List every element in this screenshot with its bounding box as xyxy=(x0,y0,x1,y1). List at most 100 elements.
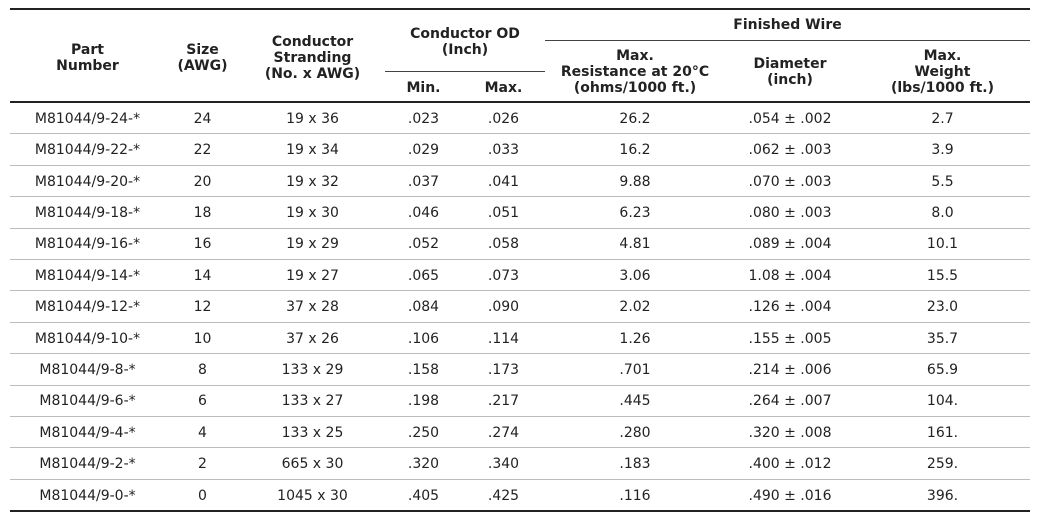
table-cell: 37 x 28 xyxy=(286,299,339,316)
table-cell: 16 xyxy=(193,236,212,253)
table-cell: 0 xyxy=(198,487,207,504)
group-header: Finished Wire xyxy=(545,0,1030,65)
table-cell: M81044/9-4-* xyxy=(39,424,136,441)
table-cell: 2.7 xyxy=(931,110,954,127)
table-cell: .073 xyxy=(487,267,520,284)
table-cell: .445 xyxy=(619,393,651,410)
column-header-line: Max. xyxy=(923,48,962,64)
table-cell: 20 xyxy=(193,173,212,190)
table-cell: .701 xyxy=(619,361,651,378)
column-header-line: Conductor xyxy=(271,34,354,50)
column-header-line: Min. xyxy=(406,80,441,96)
column-header-line: Weight xyxy=(914,64,971,80)
table-cell: M81044/9-8-* xyxy=(39,361,136,378)
table-cell: 26.2 xyxy=(619,110,651,127)
table-cell: .405 xyxy=(407,487,440,504)
column-header: Conductor Stranding (No. x AWG) xyxy=(240,18,385,98)
table-cell: 5.5 xyxy=(931,173,954,190)
rule xyxy=(10,321,1030,323)
table-cell: M81044/9-12-* xyxy=(34,299,141,316)
table-cell: .065 xyxy=(407,267,440,284)
table-cell: .033 xyxy=(487,142,520,159)
table-cell: 19 x 34 xyxy=(286,142,339,159)
table-cell: 161. xyxy=(926,424,959,441)
table-cell: M81044/9-24-* xyxy=(34,110,141,127)
table-cell: .490 ± .016 xyxy=(748,487,832,504)
table-cell: .041 xyxy=(487,173,520,190)
column-header: Part Number xyxy=(10,18,165,98)
table-cell: .106 xyxy=(407,330,440,347)
rule xyxy=(10,290,1030,292)
table-cell: .070 ± .003 xyxy=(748,173,832,190)
table-cell: 665 x 30 xyxy=(281,456,344,473)
table-cell: 19 x 36 xyxy=(286,110,339,127)
table-cell: 4.81 xyxy=(619,236,651,253)
rule xyxy=(10,478,1030,480)
table-cell: .116 xyxy=(619,487,651,504)
table-cell: .080 ± .003 xyxy=(748,204,832,221)
table-cell: 12 xyxy=(193,299,212,316)
column-header-line: (AWG) xyxy=(177,58,228,74)
table-cell: 3.06 xyxy=(619,267,651,284)
table-cell: 15.5 xyxy=(926,267,959,284)
table-cell: 23.0 xyxy=(926,299,959,316)
column-header-line: Max. xyxy=(484,80,523,96)
column-header-line: Max. xyxy=(616,48,654,64)
table-cell: 3.9 xyxy=(931,142,954,159)
column-header-line: (inch) xyxy=(767,72,813,88)
table-cell: 10.1 xyxy=(926,236,959,253)
table-cell: 19 x 30 xyxy=(286,204,339,221)
table-cell: .054 ± .002 xyxy=(748,110,832,127)
table-cell: 1045 x 30 xyxy=(277,487,348,504)
table-cell: 8 xyxy=(198,361,207,378)
table-cell: .280 xyxy=(619,424,651,441)
table-cell: .062 ± .003 xyxy=(748,142,832,159)
rule xyxy=(10,353,1030,355)
table-cell: M81044/9-22-* xyxy=(34,142,141,159)
table-cell: .400 ± .012 xyxy=(748,456,832,473)
column-header-line: Resistance at 20°C xyxy=(560,64,710,80)
table-cell: .037 xyxy=(407,173,440,190)
rule xyxy=(10,384,1030,386)
table-cell: .126 ± .004 xyxy=(748,299,832,316)
table-cell: .217 xyxy=(487,393,520,410)
rule xyxy=(10,101,1030,103)
column-header: Min. xyxy=(385,48,462,128)
table-cell: 35.7 xyxy=(926,330,959,347)
table-cell: M81044/9-2-* xyxy=(39,456,136,473)
rule xyxy=(10,416,1030,417)
rule xyxy=(10,196,1030,198)
group-header-line: Conductor OD xyxy=(410,26,520,42)
table-cell: M81044/9-10-* xyxy=(34,330,141,347)
table-cell: 6 xyxy=(198,393,207,410)
table-cell: 65.9 xyxy=(926,361,959,378)
table-cell: .214 ± .006 xyxy=(748,361,832,378)
column-header-line: Number xyxy=(56,58,119,74)
group-header: Conductor OD (Inch) xyxy=(385,2,545,82)
table-cell: 2 xyxy=(198,456,207,473)
table-cell: 1.08 ± .004 xyxy=(748,267,832,284)
table-cell: 133 x 29 xyxy=(281,361,344,378)
rule xyxy=(10,164,1030,166)
rule xyxy=(10,447,1030,449)
column-header-line: Diameter xyxy=(753,56,827,72)
column-header-line: Part xyxy=(71,42,104,58)
rule xyxy=(10,133,1030,135)
table-cell: 19 x 27 xyxy=(286,267,339,284)
rule xyxy=(10,259,1030,260)
table-cell: M81044/9-20-* xyxy=(34,173,141,190)
table-cell: 104. xyxy=(926,393,959,410)
table-cell: .274 xyxy=(487,424,520,441)
table-cell: .084 xyxy=(407,299,440,316)
table-cell: 1.26 xyxy=(619,330,651,347)
table-cell: 19 x 32 xyxy=(286,173,339,190)
table-cell: 6.23 xyxy=(619,204,651,221)
table-cell: 2.02 xyxy=(619,299,651,316)
column-header: Max. Weight (lbs/1000 ft.) xyxy=(855,32,1030,112)
table-cell: .029 xyxy=(407,142,440,159)
table-cell: .320 xyxy=(407,456,440,473)
table-cell: .046 xyxy=(407,204,440,221)
table-cell: .090 xyxy=(487,299,520,316)
table-cell: .023 xyxy=(407,110,440,127)
table-cell: .264 ± .007 xyxy=(748,393,832,410)
